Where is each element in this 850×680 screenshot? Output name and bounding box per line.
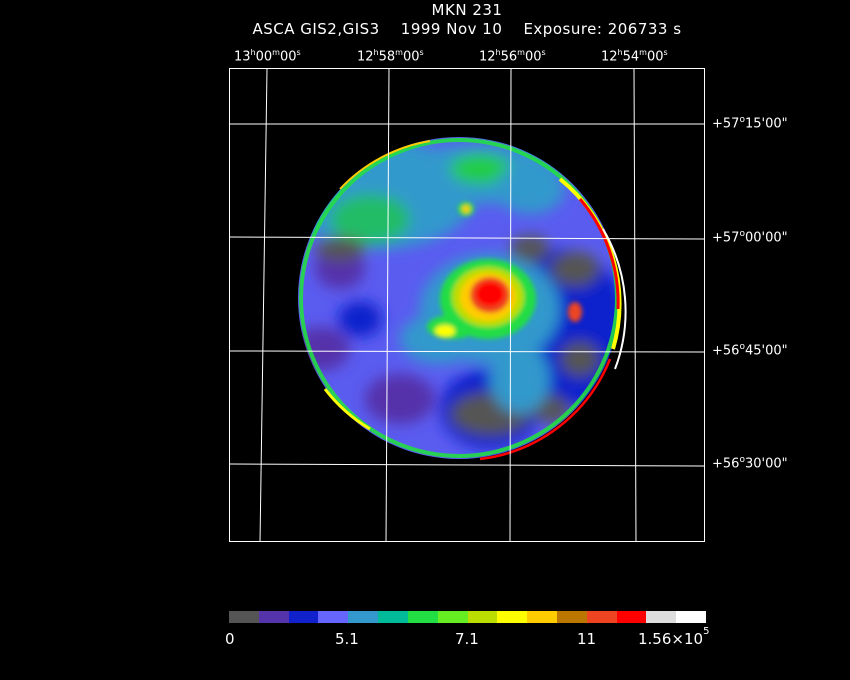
colorbar-swatch [407,611,438,623]
colorbar-label: 0 [225,630,235,648]
colorbar-label: 7.1 [455,630,479,648]
colorbar-swatch [586,611,617,623]
ra-tick-label: 12h58m00s [357,48,424,65]
colorbar-swatch [676,611,706,623]
xray-image-panel [229,68,705,542]
limb-arc [323,388,371,431]
dec-tick-label: +56o45'00" [712,342,788,359]
colorbar-swatch [229,611,259,623]
colorbar-swatch [318,611,349,623]
instrument-label: ASCA GIS2,GIS3 [252,20,380,38]
observation-info: ASCA GIS2,GIS3 1999 Nov 10 Exposure: 206… [42,20,850,38]
object-title: MKN 231 [431,1,503,19]
colorbar-swatch [527,611,557,623]
limb-arc [479,358,612,461]
dec-tick-label: +56o30'00" [712,455,788,472]
exposure-label: Exposure: 206733 s [523,20,682,38]
colorbar-swatch [258,611,289,623]
colorbar-swatch [378,611,408,623]
colorbar-swatch [288,611,319,623]
colorbar-swatch [497,611,528,623]
colorbar-swatch [348,611,379,623]
colorbar [229,611,706,623]
colorbar-swatch [646,611,677,623]
dec-tick-label: +57o15'00" [712,115,788,132]
limb-arc [602,228,627,370]
coordinate-grid [230,69,704,541]
detector-field [298,137,620,459]
colorbar-swatch [556,611,587,623]
colorbar-swatch [616,611,647,623]
date-label: 1999 Nov 10 [400,20,503,38]
colorbar-swatch [437,611,468,623]
dec-tick-label: +57o00'00" [712,229,788,246]
limb-arc [339,140,431,190]
colorbar-label: 1.56×105 [638,626,710,648]
colorbar-label: 5.1 [335,630,359,648]
colorbar-label: 11 [577,630,597,648]
ra-tick-label: 12h54m00s [601,48,668,65]
xray-image [230,69,704,541]
ra-tick-label: 12h56m00s [479,48,546,65]
colorbar-swatch [467,611,498,623]
limb-arc [578,198,620,310]
ra-tick-label: 13h00m00s [234,48,301,65]
